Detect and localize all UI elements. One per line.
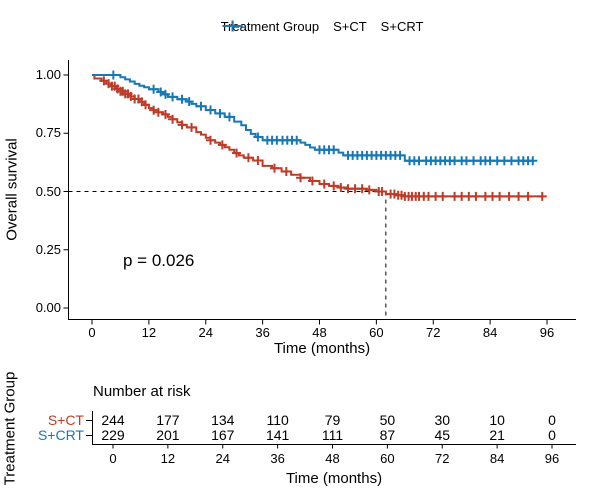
risk-x-axis-title: Time (months) (285, 470, 383, 487)
y-tick-label: 1.00 (35, 67, 61, 82)
risk-count: 110 (266, 412, 289, 428)
x-tick-label: 12 (141, 325, 157, 340)
risk-x-tick-label: 60 (380, 451, 395, 466)
legend-label-scrt: S+CRT (380, 19, 424, 34)
risk-count: 167 (211, 427, 235, 443)
legend-label-sct: S+CT (333, 19, 367, 34)
risk-row-label-scrt: S+CRT (37, 427, 84, 443)
x-axis-title: Time (months) (273, 340, 371, 357)
x-tick-label: 72 (426, 325, 441, 340)
risk-row-label-sct: S+CT (47, 412, 84, 428)
x-tick-label: 48 (312, 325, 327, 340)
risk-count: 45 (434, 427, 451, 443)
risk-count: 87 (379, 427, 396, 443)
risk-x-tick-label: 12 (160, 451, 176, 466)
risk-count: 244 (101, 412, 125, 428)
pvalue-annotation: p = 0.026 (123, 251, 195, 270)
risk-x-tick-label: 36 (270, 451, 285, 466)
risk-count: 141 (265, 427, 290, 443)
risk-y-axis-title: Treatment Group (1, 371, 19, 486)
x-tick-label: 36 (255, 325, 270, 340)
risk-count: 111 (321, 427, 344, 443)
y-axis-title: Overall survival (3, 138, 21, 241)
risk-count: 0 (548, 427, 556, 443)
risk-count: 229 (101, 427, 125, 443)
risk-x-tick-label: 0 (109, 451, 117, 466)
x-tick-label: 60 (369, 325, 384, 340)
x-tick-label: 84 (482, 325, 498, 340)
risk-x-tick-label: 84 (489, 451, 505, 466)
risk-count: 134 (211, 412, 235, 428)
risk-count: 201 (156, 427, 180, 443)
km-curve-sct (92, 74, 543, 198)
legend-entry-sct: S+CT (222, 19, 367, 34)
legend: Treatment Group S+CT S+CRT (221, 19, 424, 34)
y-tick-label: 0.00 (35, 300, 61, 315)
censor-plus-icon (222, 20, 243, 32)
risk-count: 30 (434, 412, 451, 428)
x-tick-label: 0 (88, 325, 96, 340)
risk-count: 50 (379, 412, 396, 428)
km-curve-scrt (92, 74, 533, 162)
risk-count: 21 (489, 427, 505, 443)
x-tick-label: 24 (198, 325, 213, 340)
y-tick-label: 0.75 (35, 125, 61, 141)
risk-x-tick-label: 48 (325, 451, 340, 466)
y-tick-label: 0.50 (35, 183, 61, 199)
risk-x-tick-label: 24 (215, 451, 230, 466)
risk-table-title: Number at risk (93, 383, 191, 400)
legend-title: Treatment Group (220, 19, 320, 34)
risk-count: 0 (548, 412, 556, 428)
risk-count: 177 (156, 412, 180, 428)
legend-entry-scrt: S+CRT (222, 19, 424, 34)
risk-x-tick-label: 96 (544, 451, 560, 466)
risk-count: 10 (489, 412, 505, 428)
risk-count: 79 (324, 412, 341, 428)
risk-x-tick-label: 72 (435, 451, 450, 466)
y-tick-label: 0.25 (35, 241, 61, 257)
x-tick-label: 96 (539, 325, 555, 340)
